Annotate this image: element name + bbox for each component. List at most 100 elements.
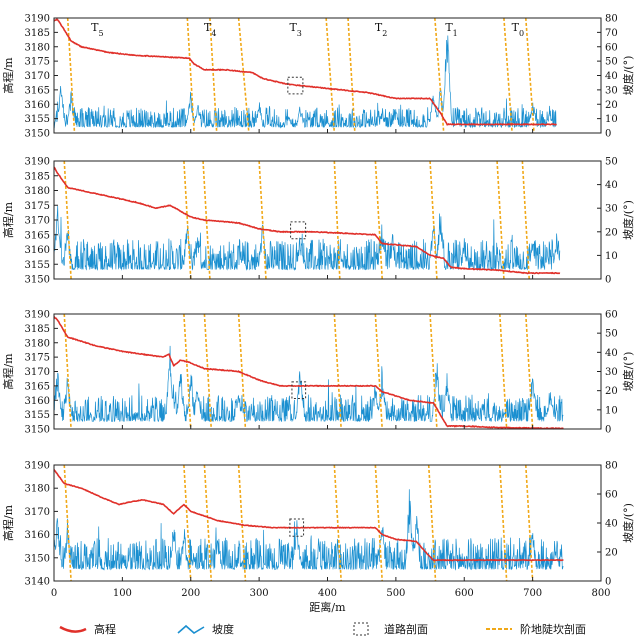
- slope-series: [53, 35, 557, 129]
- scarp-line: [524, 464, 534, 582]
- terrace-label: T5: [91, 21, 103, 38]
- x-tick-label: 100: [113, 588, 132, 599]
- left-tick-label: 3185: [25, 171, 50, 182]
- elevation-series: [53, 18, 557, 126]
- x-axis-title: 距离/m: [309, 600, 346, 614]
- scarp-line: [63, 160, 72, 280]
- right-tick-label: 60: [605, 490, 618, 501]
- right-tick-label: 10: [605, 251, 618, 262]
- elevation-series: [53, 166, 561, 275]
- slope-series: [53, 345, 564, 423]
- ylabel-left: 高程/m: [1, 201, 15, 238]
- terrace-label: T4: [204, 21, 216, 38]
- scarp-line: [66, 17, 76, 134]
- legend-label: 高程: [94, 622, 116, 636]
- left-tick-label: 3190: [25, 157, 50, 168]
- right-tick-label: 20: [605, 386, 618, 397]
- left-tick-label: 3180: [25, 484, 50, 495]
- right-tick-label: 40: [605, 348, 618, 359]
- ylabel-right: 坡度/(°): [621, 503, 635, 543]
- scarp-line: [325, 17, 336, 134]
- left-tick-label: 3150: [25, 553, 50, 564]
- left-tick-label: 3170: [25, 216, 50, 227]
- scarp-line: [524, 17, 535, 134]
- scarp-line: [237, 313, 247, 430]
- right-tick-label: 40: [605, 519, 618, 530]
- left-tick-label: 3160: [25, 245, 50, 256]
- scarp-line: [63, 313, 72, 430]
- right-tick-label: 0: [605, 275, 611, 286]
- scarp-line: [521, 160, 531, 280]
- left-tick-label: 3150: [25, 425, 50, 436]
- road-profile-box: [291, 381, 307, 399]
- scarp-line: [209, 17, 218, 134]
- scarp-line: [203, 464, 213, 582]
- left-tick-label: 3140: [25, 577, 50, 588]
- left-tick-label: 3165: [25, 85, 50, 96]
- right-tick-label: 10: [605, 114, 618, 125]
- terrace-label: T1: [445, 21, 457, 38]
- road-profile-box: [290, 221, 307, 240]
- right-tick-label: 0: [605, 129, 611, 140]
- left-tick-label: 3175: [25, 57, 50, 68]
- panel-2: 3150 3155 3160 3165 3170 3175 3180 3185 3190 0 10 2…: [1, 157, 635, 286]
- scarp-line: [186, 17, 195, 134]
- right-tick-label: 60: [605, 310, 618, 321]
- scarp-line: [237, 17, 250, 134]
- left-tick-label: 3170: [25, 71, 50, 82]
- x-tick-label: 200: [181, 588, 200, 599]
- left-tick-label: 3160: [25, 530, 50, 541]
- right-tick-label: 70: [605, 28, 618, 39]
- left-tick-label: 3190: [25, 461, 50, 472]
- legend-swatch-road-box: [353, 622, 369, 636]
- ylabel-left: 高程/m: [1, 504, 15, 541]
- x-tick-label: 800: [591, 588, 610, 599]
- scarp-line: [203, 313, 213, 430]
- road-profile-box: [289, 518, 305, 537]
- left-tick-label: 3185: [25, 324, 50, 335]
- left-tick-label: 3160: [25, 100, 50, 111]
- right-tick-label: 40: [605, 180, 618, 191]
- left-tick-label: 3175: [25, 201, 50, 212]
- right-tick-label: 10: [605, 405, 618, 416]
- left-tick-label: 3165: [25, 230, 50, 241]
- right-tick-label: 80: [605, 461, 618, 472]
- scarp-line: [258, 160, 267, 280]
- left-tick-label: 3185: [25, 28, 50, 39]
- legend-swatch-slope: [177, 624, 205, 634]
- right-tick-label: 40: [605, 71, 618, 82]
- slope-series: [53, 489, 564, 571]
- left-tick-label: 3175: [25, 353, 50, 364]
- right-tick-label: 50: [605, 329, 618, 340]
- left-tick-label: 3155: [25, 410, 50, 421]
- right-tick-label: 20: [605, 227, 618, 238]
- left-tick-label: 3150: [25, 275, 50, 286]
- right-tick-label: 20: [605, 100, 618, 111]
- terrace-label: T0: [512, 21, 524, 38]
- left-tick-label: 3160: [25, 396, 50, 407]
- ylabel-left: 高程/m: [1, 353, 15, 390]
- x-tick-label: 0: [51, 588, 57, 599]
- right-tick-label: 60: [605, 42, 618, 53]
- x-tick-label: 600: [455, 588, 474, 599]
- left-tick-label: 3190: [25, 310, 50, 321]
- scarp-line: [499, 313, 508, 430]
- left-tick-label: 3170: [25, 367, 50, 378]
- elevation-series: [53, 469, 564, 562]
- left-tick-label: 3155: [25, 114, 50, 125]
- plot-frame: [53, 313, 602, 430]
- left-tick-label: 3150: [25, 129, 50, 140]
- x-tick-label: 500: [386, 588, 405, 599]
- legend-label: 阶地陡坎剖面: [520, 622, 586, 636]
- scarp-line: [434, 17, 445, 134]
- scarp-line: [333, 313, 342, 430]
- right-tick-label: 30: [605, 367, 618, 378]
- x-tick-label: 700: [523, 588, 542, 599]
- left-tick-label: 3190: [25, 14, 50, 25]
- panel-4: 3140 3150 3160 3170 3180 3190 0 20 40 60 80 高程/m 坡度/…: [1, 461, 635, 588]
- right-tick-label: 0: [605, 425, 611, 436]
- right-tick-label: 30: [605, 204, 618, 215]
- right-tick-label: 20: [605, 548, 618, 559]
- legend-label: 坡度: [212, 622, 234, 636]
